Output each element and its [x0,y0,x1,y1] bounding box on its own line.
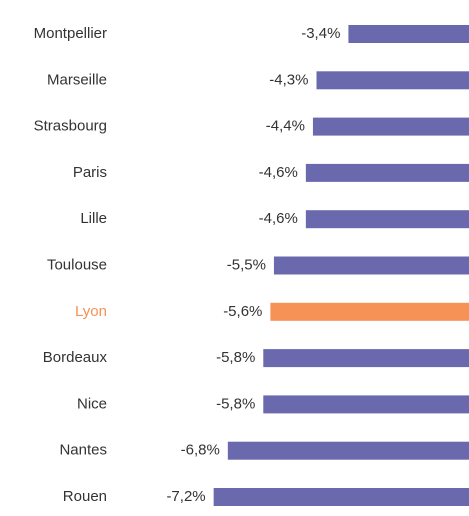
value-label: -5,5% [227,256,266,273]
bar [263,349,469,368]
bar [316,71,469,90]
category-label: Lille [80,210,107,227]
value-label: -7,2% [166,488,205,505]
category-label: Paris [73,164,107,181]
value-label: -5,8% [216,349,255,366]
category-label: Nice [77,395,107,412]
bar [227,441,469,460]
category-label: Toulouse [47,256,107,273]
category-label: Montpellier [34,25,107,42]
bar [305,163,469,182]
value-label: -4,4% [266,118,305,135]
value-label: -5,8% [216,395,255,412]
category-label: Nantes [59,442,107,459]
value-label: -6,8% [181,442,220,459]
category-label: Strasbourg [34,118,107,135]
category-label: Bordeaux [43,349,108,366]
value-label: -3,4% [301,25,340,42]
category-label: Lyon [75,303,107,320]
category-label: Marseille [47,71,107,88]
value-label: -4,3% [269,71,308,88]
bar [273,256,469,275]
value-label: -4,6% [259,164,298,181]
bar [213,488,469,506]
bar [305,210,469,229]
bar [348,25,469,43]
category-label: Rouen [63,488,107,505]
value-label: -4,6% [259,210,298,227]
bar [263,395,469,414]
bar [312,117,469,136]
bar [270,302,469,321]
value-label: -5,6% [223,303,262,320]
